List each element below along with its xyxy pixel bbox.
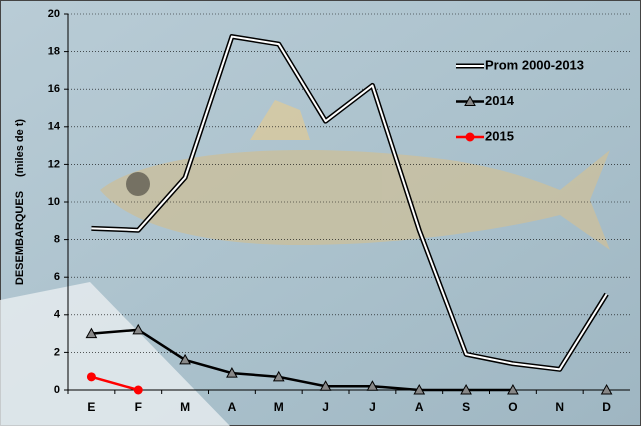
legend-marker (465, 132, 475, 142)
y-tick-label: 10 (48, 196, 60, 208)
y-tick-label: 14 (48, 121, 61, 133)
data-point (226, 367, 238, 378)
data-point (132, 323, 145, 335)
data-point (85, 327, 98, 339)
fish-illustration (100, 100, 610, 250)
legend-label: 2014 (485, 93, 515, 108)
x-tick-label: F (135, 400, 142, 414)
x-tick-label: A (415, 400, 424, 414)
data-point (133, 385, 143, 395)
data-point (179, 353, 191, 365)
x-tick-label: M (180, 400, 190, 414)
x-tick-label: A (228, 400, 237, 414)
data-point (600, 383, 613, 395)
x-tick-label: O (508, 400, 517, 414)
y-tick-label: 16 (48, 83, 60, 95)
data-point (413, 383, 426, 395)
x-tick-label: M (274, 400, 284, 414)
series-line (91, 328, 513, 392)
data-point (319, 380, 332, 391)
x-tick-label: S (462, 400, 470, 414)
x-tick-label: J (369, 400, 376, 414)
y-tick-label: 12 (48, 158, 60, 170)
y-axis-label: DESEMBARQUES(miles de t) (14, 119, 26, 286)
x-tick-label: J (322, 400, 329, 414)
y-tick-label: 20 (48, 8, 60, 20)
data-point (272, 370, 285, 382)
data-point (507, 383, 519, 395)
series-line (91, 35, 608, 371)
x-tick-label: N (555, 400, 564, 414)
data-point (86, 372, 96, 382)
legend-label: 2015 (485, 128, 514, 143)
x-tick-label: D (602, 400, 611, 414)
x-tick-label: E (87, 400, 95, 414)
data-point (366, 380, 379, 391)
y-tick-label: 8 (54, 234, 60, 246)
series-line (91, 375, 139, 392)
data-point (460, 383, 472, 395)
legend-marker (464, 95, 476, 106)
y-tick-label: 18 (48, 46, 60, 58)
y-tick-label: 0 (54, 384, 60, 396)
y-tick-label: 6 (54, 271, 60, 283)
legend-label: Prom 2000-2013 (485, 57, 584, 72)
y-tick-label: 2 (54, 346, 60, 358)
y-tick-label: 4 (54, 309, 61, 321)
